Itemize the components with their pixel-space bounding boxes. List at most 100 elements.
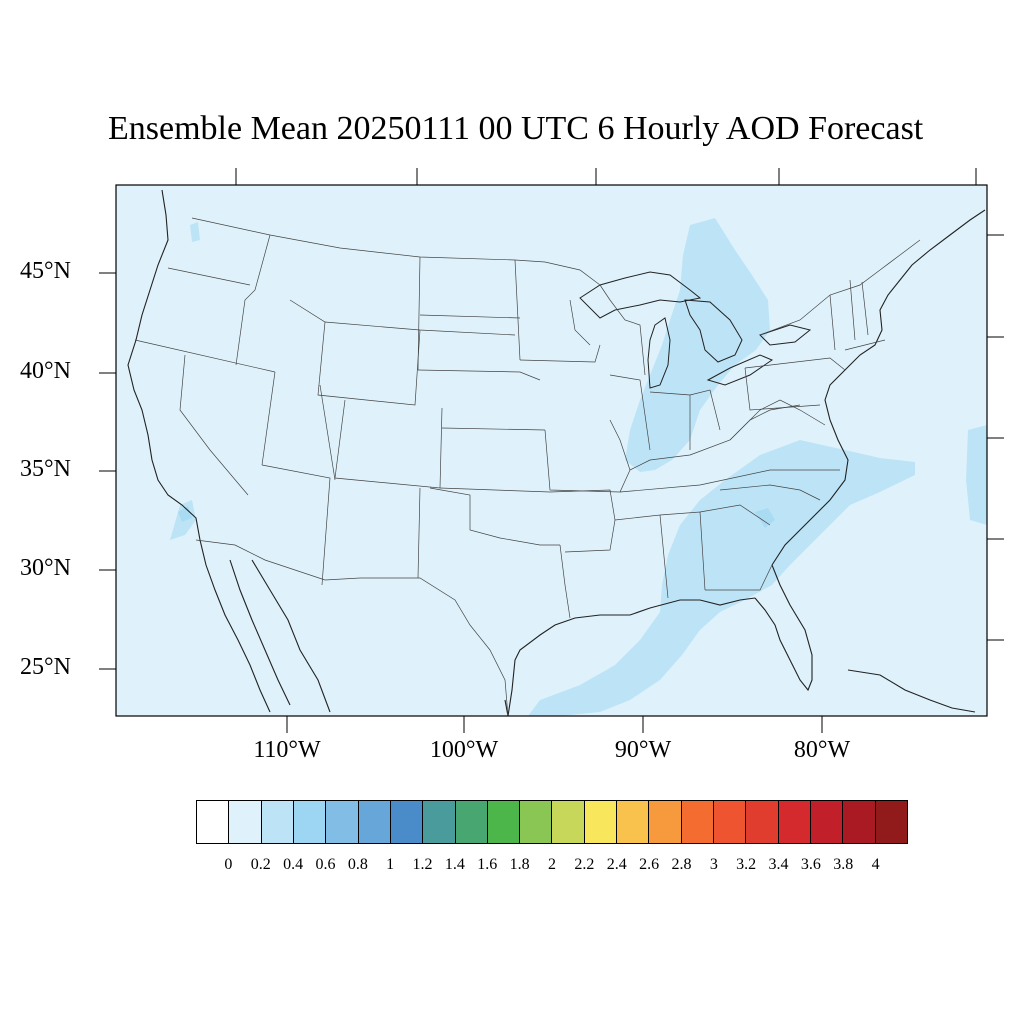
colorbar-label-17: 3.4 [768, 856, 789, 873]
plume-southeast [528, 440, 915, 716]
cuba [847, 669, 976, 713]
colorbar-swatch-14 [649, 801, 682, 843]
colorbar-swatch-19 [810, 801, 844, 843]
dakotas [417, 256, 521, 371]
colorbar-swatch-21 [875, 801, 907, 843]
colorbar-label-5: 1 [386, 856, 395, 873]
ga-fl [705, 564, 773, 591]
colorbar-swatch-20 [843, 801, 876, 843]
canada-border-east [759, 239, 921, 336]
colorbar-swatch-2 [261, 801, 294, 843]
lake-michigan [647, 317, 671, 389]
tick-marks [99, 168, 1004, 733]
colorbar-swatch-10 [520, 801, 553, 843]
gulf-coast [507, 597, 756, 717]
great-lakes [579, 271, 812, 389]
colorbar-label-6: 1.2 [412, 856, 433, 873]
nv-ut [261, 371, 276, 466]
plume-socal-core [178, 506, 192, 522]
colorbar-swatch-11 [552, 801, 585, 843]
colorbar-swatch-1 [229, 801, 262, 843]
lon-label-90: 90°W [614, 737, 672, 763]
colorbar-label-3: 0.6 [315, 856, 336, 873]
wy-box [317, 321, 421, 406]
ne-ks [417, 369, 551, 493]
plume-great-lakes [625, 218, 770, 472]
colorbar-swatch-16 [714, 801, 747, 843]
tx-la [559, 544, 571, 619]
az-nm [261, 464, 331, 586]
colorbar-label-8: 1.6 [477, 856, 498, 873]
colorbar-label-10: 2 [548, 856, 556, 873]
or-ca [134, 339, 276, 373]
colorbar-labels: 0 0.2 0.4 0.6 0.8 1 1.2 1.4 1.6 1.8 2 2.2 2.4 2.6 2.8 3… [196, 856, 908, 880]
nv-ca [179, 354, 249, 496]
baja-gulf-side [229, 559, 291, 706]
state-borders [134, 217, 921, 717]
plume-sc-core [755, 508, 775, 528]
map-background [116, 185, 987, 716]
aod-plume-darker [178, 506, 775, 528]
mo-ar [544, 419, 631, 493]
lat-label-40: 40°N [20, 358, 71, 384]
map-frame [115, 184, 988, 717]
colorbar-label-13: 2.6 [639, 856, 660, 873]
lat-label-30: 30°N [20, 555, 71, 581]
pa-ny [744, 357, 846, 411]
colorbar-label-2: 0.4 [283, 856, 304, 873]
colorbar-label-0: 0 [224, 856, 233, 873]
ok-tx [429, 487, 560, 546]
colorbar-swatch-9 [487, 801, 521, 843]
map-title: Ensemble Mean 20250111 00 UTC 6 Hourly A… [108, 110, 924, 147]
colorbar-label-20: 4 [871, 856, 880, 873]
canada-border [191, 217, 601, 286]
colorbar-swatch-5 [358, 801, 391, 843]
mexico-pacific [251, 559, 331, 713]
lat-label-45: 45°N [20, 258, 71, 284]
lon-label-100: 100°W [429, 737, 499, 763]
colorbar-swatch-17 [746, 801, 779, 843]
plume-pnw [190, 222, 200, 242]
colorbar-label-7: 1.4 [444, 856, 465, 873]
colorbar [196, 800, 908, 844]
colorbar-label-16: 3.2 [736, 856, 757, 873]
colorbar-swatch-18 [778, 801, 811, 843]
co-box [334, 399, 443, 489]
nc-sc [719, 484, 821, 501]
colorbar-swatch-0 [197, 801, 230, 843]
lon-label-110: 110°W [253, 737, 321, 763]
new-england [829, 279, 886, 351]
colorbar-swatch-15 [681, 801, 714, 843]
colorbar-swatch-12 [584, 801, 618, 843]
wi-mi [599, 284, 646, 376]
nm-tx [417, 487, 421, 579]
colorbar-label-11: 2.2 [574, 856, 595, 873]
lake-ontario [759, 324, 812, 346]
colorbar-swatch-7 [423, 801, 456, 843]
aod-plume-layer [170, 218, 987, 716]
lake-superior [579, 271, 702, 319]
lake-erie [706, 354, 774, 386]
plume-atlantic [966, 425, 987, 525]
lake-huron [684, 299, 743, 363]
lon-label-80: 80°W [793, 737, 851, 763]
colorbar-label-9: 1.8 [509, 856, 530, 873]
il-in-oh [609, 374, 721, 451]
mt-south [289, 299, 516, 336]
mn-ia [519, 299, 601, 363]
florida [754, 564, 813, 692]
ms-al [614, 504, 771, 599]
colorbar-label-12: 2.4 [606, 856, 627, 873]
colorbar-label-15: 3 [709, 856, 718, 873]
colorbar-swatch-4 [326, 801, 359, 843]
wa-or [167, 267, 251, 286]
ut-co [319, 384, 336, 481]
va-wv [729, 399, 826, 441]
colorbar-swatch-3 [293, 801, 327, 843]
colorbar-label-14: 2.8 [671, 856, 692, 873]
colorbar-label-1: 0.2 [250, 856, 271, 873]
pacific-coast [127, 189, 201, 541]
colorbar-swatch-8 [455, 801, 488, 843]
lat-label-35: 35°N [20, 456, 71, 482]
